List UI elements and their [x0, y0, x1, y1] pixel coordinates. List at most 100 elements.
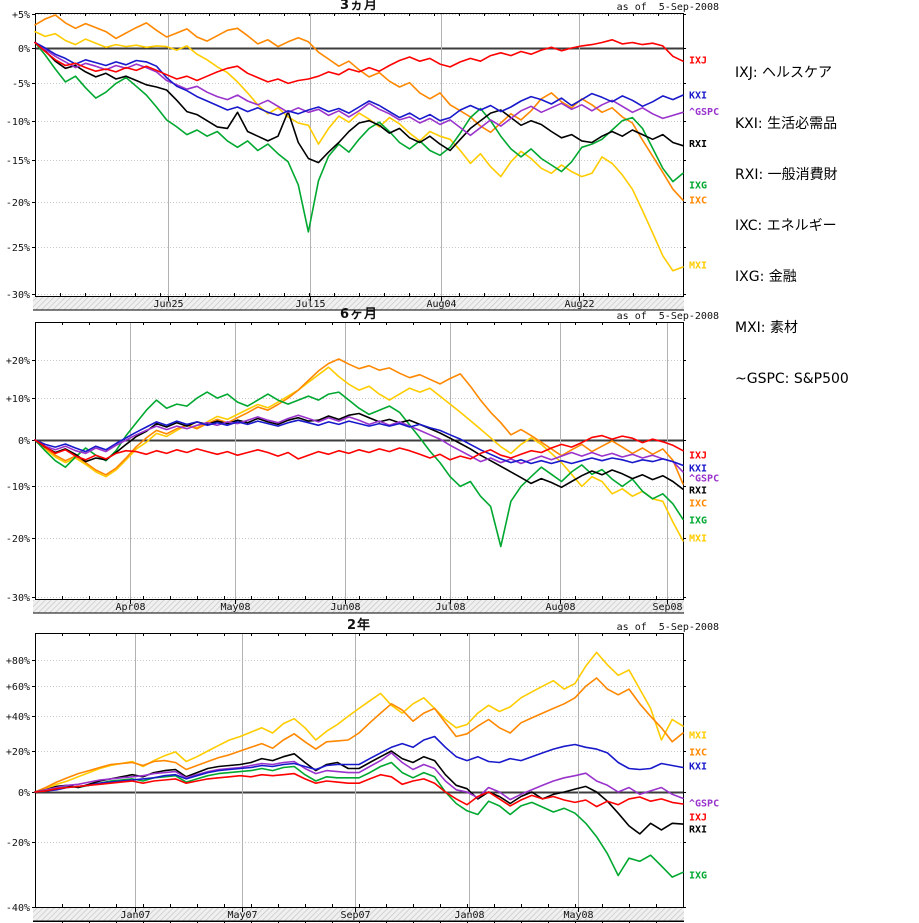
legend-item-rxi: RXI: 一般消費財 [735, 167, 838, 183]
series-line-MXI [34, 366, 684, 542]
y-tick-label: +20% [6, 747, 30, 758]
series-label-IXC: IXC [689, 498, 707, 509]
series-label-IXG: IXG [689, 515, 707, 526]
x-tick-label: Jun25 [153, 299, 183, 310]
series-line-IXJ [34, 38, 684, 85]
ticker-legend: IXJ: ヘルスケア KXI: 生活必需品 RXI: 一般消費財 IXC: エネ… [735, 31, 849, 422]
series-label-IXC: IXC [689, 748, 707, 759]
series-label-GSPC: ^GSPC [689, 107, 719, 118]
x-tick-label: Jan07 [120, 910, 150, 921]
y-tick-label: +5% [12, 10, 30, 21]
x-tick-label: Sep08 [652, 602, 682, 613]
y-tick-label: -30% [6, 593, 30, 604]
series-line-IXC [34, 358, 684, 485]
y-tick-label: 0% [18, 436, 30, 447]
plot-border [35, 13, 684, 297]
series-label-IXJ: IXJ [689, 812, 707, 823]
y-tick-label: -40% [6, 903, 30, 914]
x-axis-strip [33, 297, 684, 310]
series-line-IXJ [34, 434, 684, 461]
plot-border [35, 322, 684, 600]
series-line-KXI [34, 735, 684, 793]
x-tick-label: Apr08 [115, 602, 145, 613]
y-tick-label: -20% [6, 838, 30, 849]
legend-item-mxi: MXI: 素材 [735, 320, 798, 336]
series-label-MXI: MXI [689, 731, 707, 742]
series-label-IXG: IXG [689, 871, 707, 882]
chart-title-2year: 2年 [346, 618, 372, 633]
series-line-IXG [34, 761, 684, 878]
y-tick-label: -10% [6, 117, 30, 128]
legend-item-kxi: KXI: 生活必需品 [735, 116, 838, 132]
series-line-IXG [34, 391, 684, 548]
x-tick-label: May08 [563, 910, 593, 921]
series-label-MXI: MXI [689, 261, 707, 272]
y-tick-label: +80% [6, 656, 30, 667]
y-tick-label: -30% [6, 290, 30, 301]
chart-3: +80% +60% +40% +20% 0% -20% -40% Jan07 May07 Sep0… [6, 633, 719, 922]
chart-title-6month: 6ヶ月 [339, 307, 379, 322]
x-tick-label: Aug08 [545, 602, 575, 613]
y-tick-label: +60% [6, 682, 30, 693]
series-line-MXI [34, 651, 684, 793]
plot-border [35, 633, 684, 908]
chart-2: +20% +10% 0% -10% -20% -30% Apr08 May08 Jun08 Jul… [6, 322, 719, 614]
series-label-KXI: KXI [689, 464, 707, 475]
as-of-date-6month: as of 5-Sep-2008 [616, 311, 719, 322]
series-label-GSPC: ^GSPC [689, 799, 719, 810]
y-tick-label: -10% [6, 482, 30, 493]
x-tick-label: May08 [220, 602, 250, 613]
series-line-RXI [34, 750, 684, 835]
legend-item-ixc: IXC: エネルギー [735, 218, 837, 234]
series-line-IXG [34, 41, 684, 233]
series-line-IXJ [34, 772, 684, 808]
y-tick-label: 0% [18, 788, 30, 799]
series-line-MXI [34, 30, 684, 272]
series-label-RXI: RXI [689, 485, 707, 496]
series-line-GSPC [34, 752, 684, 801]
series-line-KXI [34, 419, 684, 467]
x-tick-label: Jul15 [295, 299, 325, 310]
series-label-IXG: IXG [689, 180, 707, 191]
as-of-date-3month: as of 5-Sep-2008 [616, 2, 719, 13]
x-tick-label: Aug04 [426, 299, 456, 310]
series-line-RXI [34, 41, 684, 164]
legend-item-ixg: IXG: 金融 [735, 269, 797, 285]
legend-item-ixj: IXJ: ヘルスケア [735, 65, 833, 81]
series-label-IXC: IXC [689, 196, 707, 207]
series-label-KXI: KXI [689, 91, 707, 102]
y-tick-label: +20% [6, 356, 30, 367]
series-label-IXJ: IXJ [689, 55, 707, 66]
y-tick-label: -20% [6, 534, 30, 545]
series-line-GSPC [34, 414, 684, 473]
chart-1: +5% 0% -5% -10% -15% -20% -25% -30% Jun25 Jul15 Au… [6, 10, 719, 311]
y-tick-label: 0% [18, 44, 30, 55]
series-line-RXI [34, 412, 684, 491]
series-label-IXJ: IXJ [689, 451, 707, 462]
x-tick-label: Jan08 [454, 910, 484, 921]
x-axis-strip [33, 908, 684, 921]
x-tick-label: Jul08 [435, 602, 465, 613]
x-tick-label: Aug22 [564, 299, 594, 310]
y-tick-label: -5% [12, 79, 30, 90]
as-of-date-2year: as of 5-Sep-2008 [616, 622, 719, 633]
series-label-KXI: KXI [689, 762, 707, 773]
series-line-IXC [34, 14, 684, 201]
y-tick-label: +10% [6, 394, 30, 405]
y-tick-label: -20% [6, 198, 30, 209]
series-label-RXI: RXI [689, 825, 707, 836]
y-tick-label: -15% [6, 156, 30, 167]
x-tick-label: Sep07 [340, 910, 370, 921]
series-line-GSPC [34, 41, 684, 137]
x-tick-label: May07 [227, 910, 257, 921]
series-label-MXI: MXI [689, 534, 707, 545]
series-line-IXC [34, 677, 684, 793]
series-line-KXI [34, 41, 684, 122]
legend-item-gspc: ~GSPC: S&P500 [735, 371, 849, 387]
y-tick-label: -25% [6, 243, 30, 254]
x-axis-strip [33, 600, 684, 613]
chart-title-3month: 3ヵ月 [339, 0, 379, 13]
series-label-RXI: RXI [689, 139, 707, 150]
